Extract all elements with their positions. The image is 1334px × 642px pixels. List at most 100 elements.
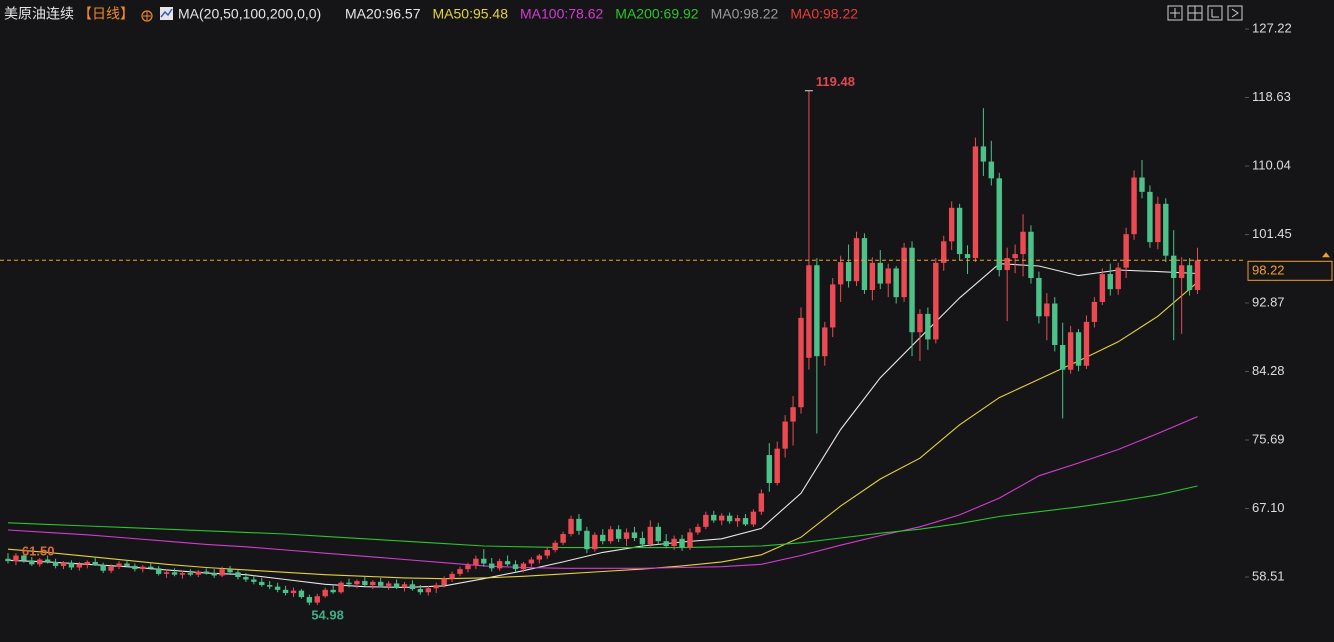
- candle-body: [1139, 177, 1145, 192]
- legend-entry: MA0:98.22: [790, 6, 858, 22]
- candle-body: [822, 327, 828, 357]
- candle-body: [1131, 177, 1137, 235]
- candle-body: [274, 586, 281, 590]
- candle-body: [1052, 303, 1058, 345]
- candle-body: [520, 563, 527, 570]
- candle-body: [607, 529, 614, 542]
- candle-body: [84, 561, 90, 565]
- candle-body: [21, 555, 27, 561]
- candle-body: [814, 265, 820, 357]
- candle-body: [52, 561, 59, 566]
- candle-body: [473, 558, 479, 566]
- candle-body: [679, 538, 685, 548]
- candle-body: [1099, 274, 1106, 302]
- candle-body: [988, 161, 995, 179]
- ma-line: [7, 485, 1198, 549]
- candle-body: [1028, 231, 1034, 279]
- candle-body: [925, 313, 931, 340]
- candle-body: [290, 590, 297, 594]
- toolbar[interactable]: [1167, 5, 1243, 21]
- candle-body: [259, 581, 265, 586]
- candle-body: [782, 421, 788, 449]
- indicator-label: MA(20,50,100,200,0,0): [178, 6, 321, 22]
- candle-body: [806, 265, 812, 358]
- candle-body: [830, 284, 836, 328]
- candle-body: [615, 529, 622, 539]
- candle-body: [203, 571, 209, 574]
- candle-body: [1155, 203, 1161, 243]
- candle-body: [933, 262, 939, 340]
- candle-body: [1067, 332, 1074, 370]
- candle-body: [338, 582, 344, 593]
- candle-body: [964, 254, 971, 259]
- candle-body: [885, 268, 891, 284]
- candle-body: [385, 583, 392, 586]
- y-tick-label: 67.10: [1252, 500, 1285, 515]
- period[interactable]: 【日线】: [78, 6, 134, 22]
- candle-body: [1091, 301, 1098, 322]
- candle-body: [1012, 254, 1018, 259]
- candle-body: [330, 589, 336, 593]
- candle-body: [536, 555, 543, 560]
- candle-body: [901, 247, 907, 298]
- candle-body: [227, 569, 233, 573]
- legend-entry: MA50:95.48: [433, 6, 509, 22]
- candle-body: [306, 597, 313, 603]
- candle-body: [171, 572, 178, 575]
- candle-body: [425, 588, 431, 593]
- candle-body: [92, 561, 98, 566]
- add-icon[interactable]: [141, 10, 153, 22]
- annotation-label: 61.50: [22, 544, 55, 559]
- candle-body: [100, 565, 106, 571]
- candle-body: [314, 596, 320, 603]
- candle-body: [219, 569, 225, 576]
- candle-body: [948, 207, 955, 242]
- candle-body: [378, 581, 384, 586]
- candle-body: [1178, 265, 1185, 279]
- candle-body: [1036, 278, 1042, 317]
- candle-body: [647, 526, 654, 545]
- candle-body: [243, 577, 249, 580]
- candle-body: [37, 559, 43, 565]
- candle-body: [687, 532, 693, 548]
- candle-body: [972, 146, 979, 259]
- candle-body: [1083, 321, 1090, 366]
- candle-body: [124, 563, 130, 566]
- candle-body: [853, 238, 860, 282]
- candle-body: [76, 564, 83, 568]
- legend-entry: MA0:98.22: [711, 6, 779, 22]
- candle-body: [996, 178, 1002, 271]
- candle-body: [393, 583, 400, 588]
- candle-body: [44, 559, 51, 562]
- ma-line: [7, 416, 1198, 569]
- candle-body: [528, 559, 535, 564]
- candle-body: [956, 207, 963, 255]
- candle-body: [703, 514, 709, 527]
- candle-body: [877, 262, 883, 284]
- candle-body: [211, 573, 217, 576]
- candle-body: [433, 585, 439, 589]
- candle-body: [481, 558, 487, 564]
- candle-body: [13, 555, 19, 562]
- last-price-box: [1247, 260, 1333, 281]
- candle-body: [504, 561, 511, 565]
- candle-body: [370, 581, 376, 586]
- candle-body: [576, 518, 582, 531]
- candle-body: [195, 571, 202, 575]
- candle-body: [623, 532, 630, 539]
- candle-body: [1004, 258, 1010, 271]
- legend-entry: MA200:69.92: [615, 6, 698, 22]
- candle-body: [298, 590, 305, 598]
- candle-body: [671, 538, 677, 546]
- candle-body: [758, 493, 765, 512]
- candle-body: [1147, 191, 1153, 243]
- candle-body: [560, 534, 566, 543]
- candle-body: [837, 262, 844, 285]
- candle-body: [266, 585, 273, 587]
- candle-body: [909, 247, 915, 333]
- candle-body: [639, 538, 646, 545]
- indicator-icon[interactable]: [160, 7, 173, 20]
- candle-body: [1115, 267, 1121, 290]
- candle-body: [163, 572, 170, 574]
- y-tick-label: 127.22: [1252, 20, 1292, 35]
